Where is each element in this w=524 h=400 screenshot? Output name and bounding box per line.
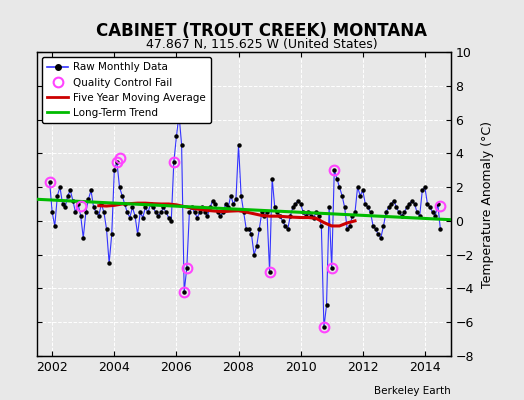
Text: Berkeley Earth: Berkeley Earth xyxy=(374,386,451,396)
Y-axis label: Temperature Anomaly (°C): Temperature Anomaly (°C) xyxy=(481,120,494,288)
Legend: Raw Monthly Data, Quality Control Fail, Five Year Moving Average, Long-Term Tren: Raw Monthly Data, Quality Control Fail, … xyxy=(42,57,211,123)
Text: 47.867 N, 115.625 W (United States): 47.867 N, 115.625 W (United States) xyxy=(146,38,378,51)
Text: CABINET (TROUT CREEK) MONTANA: CABINET (TROUT CREEK) MONTANA xyxy=(96,22,428,40)
